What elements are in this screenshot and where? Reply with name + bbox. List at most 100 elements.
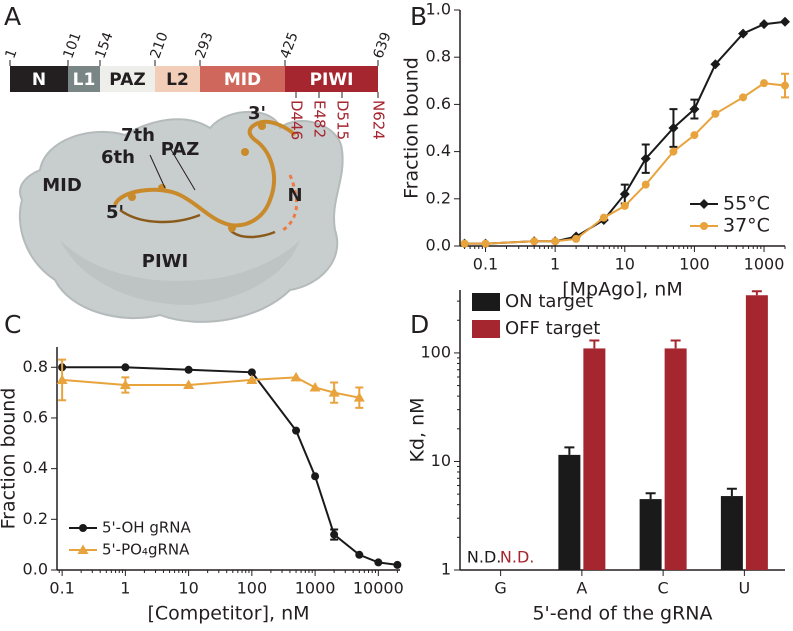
y-tick-label: 10	[431, 451, 451, 470]
marker	[689, 104, 700, 115]
residue-label: E482	[311, 100, 329, 138]
residue-label: D446	[288, 100, 306, 140]
error-bar	[564, 446, 575, 455]
x-axis-label: [Competitor], nM	[147, 603, 309, 625]
x-axis-label: [MpAgo], nM	[562, 279, 682, 301]
boundary-label: 1	[2, 47, 20, 61]
panel-label: A	[4, 2, 21, 31]
domain-label: PIWI	[310, 70, 354, 90]
x-tick-label: 0.1	[49, 579, 74, 598]
marker	[247, 368, 256, 377]
marker	[183, 379, 195, 390]
panel-label: D	[410, 310, 429, 339]
x-tick-label: 1	[550, 255, 560, 274]
marker	[309, 382, 321, 392]
x-tick-label: 0.1	[473, 255, 498, 274]
marker	[328, 387, 340, 397]
marker	[374, 558, 383, 567]
marker	[551, 237, 560, 246]
y-tick-label: 0.8	[426, 47, 451, 66]
y-tick-label: 0.6	[23, 407, 48, 426]
y-tick-label: 0.0	[23, 560, 48, 579]
domain-block	[68, 66, 100, 92]
structure-label: PIWI	[142, 251, 188, 272]
x-tick-label: 10	[178, 579, 198, 598]
marker	[700, 222, 708, 230]
marker	[184, 365, 193, 374]
marker	[246, 374, 258, 384]
y-axis-label: Fraction bound	[0, 388, 20, 530]
x-tick-label: G	[494, 579, 506, 598]
legend-label: 37°C	[723, 215, 770, 237]
boundary-label: 425	[277, 30, 301, 61]
structure-label: N	[287, 185, 302, 206]
rna-gap	[279, 174, 299, 234]
structure-label: PAZ	[161, 139, 200, 160]
y-tick-label: 100	[420, 342, 451, 361]
domain-block	[200, 66, 285, 92]
marker	[690, 131, 699, 140]
rna-atom	[228, 224, 236, 232]
marker	[739, 93, 748, 102]
panel-label: C	[4, 310, 21, 339]
domain-label: L1	[73, 70, 96, 90]
pointer	[149, 154, 166, 189]
y-tick-label: 1	[441, 560, 451, 579]
series-line	[62, 376, 360, 399]
x-tick-label: 100	[679, 255, 710, 274]
boundary-label: 154	[92, 30, 116, 61]
marker	[699, 199, 709, 209]
domain-label: L2	[166, 70, 189, 90]
annotation: N.D.	[500, 548, 534, 567]
x-tick-label: 10	[615, 255, 635, 274]
legend-label: OFF target	[505, 318, 600, 339]
error-bar	[589, 339, 600, 349]
marker	[355, 550, 364, 559]
x-tick-label: 1000	[744, 255, 785, 274]
marker	[119, 379, 131, 390]
boundary-label: 101	[60, 30, 84, 61]
pointer	[169, 147, 196, 191]
bar	[745, 295, 768, 570]
x-tick-label: U	[739, 579, 751, 598]
legend-label: 55°C	[723, 193, 770, 215]
rna-atom	[258, 122, 266, 130]
marker	[481, 239, 490, 248]
marker	[619, 189, 630, 200]
x-tick-label: C	[658, 579, 669, 598]
error-bar	[726, 487, 737, 497]
marker	[780, 16, 790, 27]
marker	[640, 153, 651, 164]
bar	[720, 496, 743, 570]
marker	[330, 530, 339, 539]
marker	[711, 109, 720, 118]
boundary-label: 639	[370, 30, 394, 61]
boundary-label: 210	[147, 30, 171, 61]
y-tick-label: 0.4	[426, 141, 451, 160]
x-tick-label: 10000	[353, 579, 404, 598]
bar	[639, 499, 662, 570]
marker	[572, 234, 581, 243]
marker	[290, 371, 302, 382]
error-bar	[645, 492, 656, 500]
y-tick-label: 0.0	[426, 236, 451, 255]
y-axis-label: Fraction bound	[401, 57, 423, 199]
bar	[558, 454, 581, 570]
structure-label: 5'	[106, 202, 124, 223]
residue-label: D515	[334, 100, 352, 140]
y-tick-label: 1.0	[426, 0, 451, 19]
rna-atom	[241, 148, 249, 156]
domain-block	[100, 66, 155, 92]
series-line	[62, 366, 398, 566]
error-bar	[751, 290, 762, 296]
legend-label: 5'-OH gRNA	[102, 519, 192, 537]
bar	[583, 348, 606, 570]
legend-swatch	[472, 320, 500, 338]
marker	[710, 59, 721, 70]
bar	[664, 348, 687, 570]
legend-label: 5'-PO₄gRNA	[102, 541, 190, 559]
domain-label: PAZ	[109, 70, 145, 90]
domain-label: N	[32, 70, 46, 90]
boundary-label: 293	[192, 30, 216, 61]
structure-label: 3'	[248, 103, 266, 124]
